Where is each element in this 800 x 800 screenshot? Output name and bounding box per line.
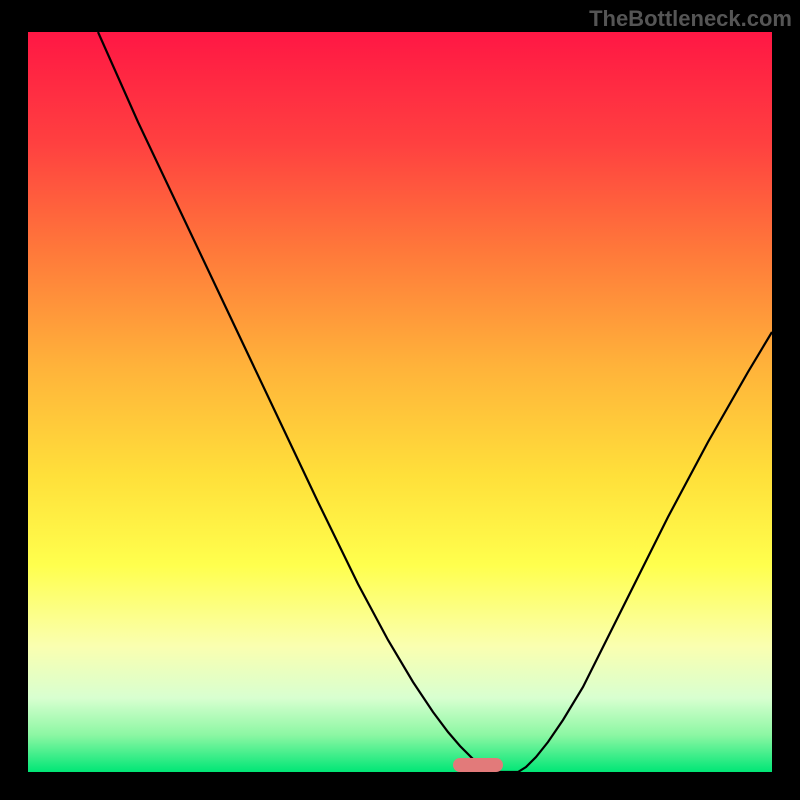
frame-border-right — [772, 0, 800, 800]
frame-border-left — [0, 0, 28, 800]
minimum-marker — [453, 758, 503, 772]
bottleneck-curve — [28, 32, 772, 772]
watermark-text: TheBottleneck.com — [589, 6, 792, 32]
frame-border-bottom — [0, 772, 800, 800]
plot-area — [28, 32, 772, 772]
curve-path — [98, 32, 772, 772]
chart-container: TheBottleneck.com — [0, 0, 800, 800]
